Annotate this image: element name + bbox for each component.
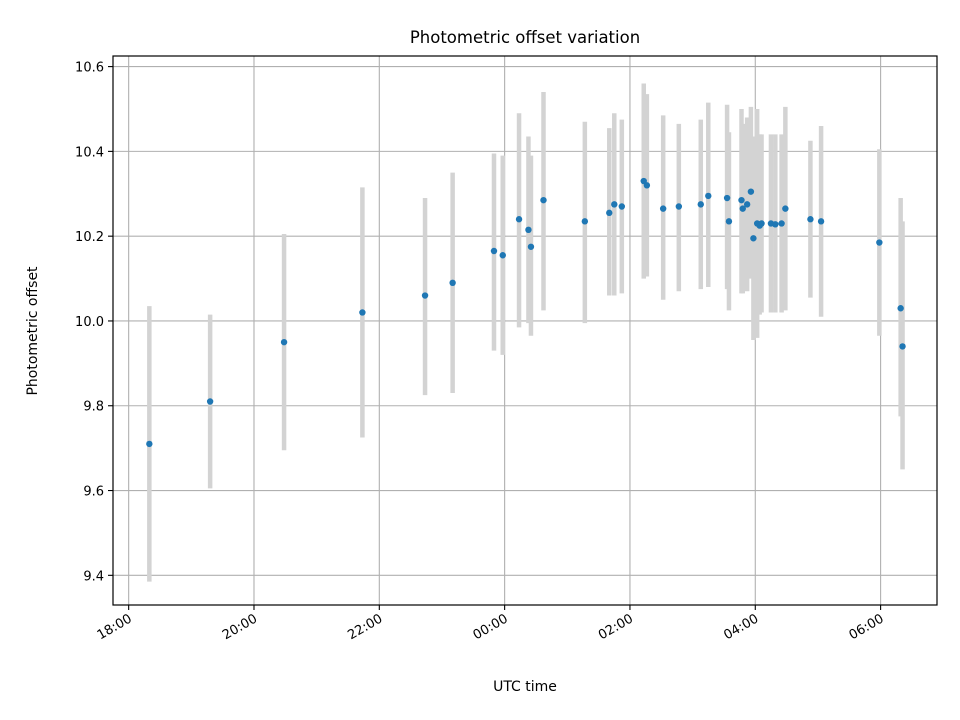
data-point — [750, 235, 757, 242]
x-axis-label: UTC time — [493, 679, 557, 695]
y-axis: 9.4 9.6 9.8 10.0 10.2 10.4 10.6 — [75, 61, 113, 584]
data-point — [421, 292, 429, 299]
data-point — [697, 201, 704, 208]
y-tick-label: 9.6 — [83, 485, 104, 500]
data-point — [206, 398, 214, 405]
data-point — [876, 239, 883, 246]
y-tick-label: 10.0 — [75, 315, 104, 330]
data-point — [499, 252, 506, 259]
data-point — [643, 182, 651, 189]
y-tick-label: 10.2 — [75, 230, 104, 245]
y-tick-label: 9.4 — [83, 569, 104, 584]
data-point — [449, 279, 456, 287]
chart-title: Photometric offset variation — [410, 28, 640, 47]
data-point — [772, 221, 779, 228]
y-tick-label: 10.6 — [75, 61, 104, 76]
data-point — [743, 201, 751, 208]
data-point — [525, 226, 532, 234]
data-point — [280, 338, 288, 346]
data-point — [807, 216, 814, 223]
data-point — [606, 209, 613, 217]
data-point — [359, 309, 366, 316]
data-point — [725, 218, 733, 225]
y-tick-label: 10.4 — [75, 145, 104, 160]
data-point — [675, 203, 683, 210]
data-point — [897, 305, 904, 312]
data-point — [146, 440, 153, 448]
data-point — [739, 205, 746, 212]
data-point — [540, 196, 547, 204]
data-point — [515, 216, 523, 223]
data-point — [723, 194, 731, 202]
data-point — [490, 247, 498, 255]
data-point — [618, 203, 626, 210]
data-point — [758, 220, 765, 227]
data-point — [581, 218, 589, 225]
data-point — [817, 218, 825, 225]
data-point — [611, 201, 618, 208]
y-axis-label: Photometric offset — [25, 266, 41, 396]
data-point — [705, 192, 712, 200]
data-point — [899, 343, 906, 350]
data-points — [146, 177, 906, 448]
plot-frame — [112, 55, 938, 606]
y-tick-label: 9.8 — [83, 400, 104, 415]
data-point — [659, 205, 667, 212]
data-point — [747, 188, 755, 195]
data-point — [738, 196, 745, 204]
data-point — [527, 243, 535, 250]
data-point — [782, 205, 789, 212]
data-point — [778, 220, 785, 227]
